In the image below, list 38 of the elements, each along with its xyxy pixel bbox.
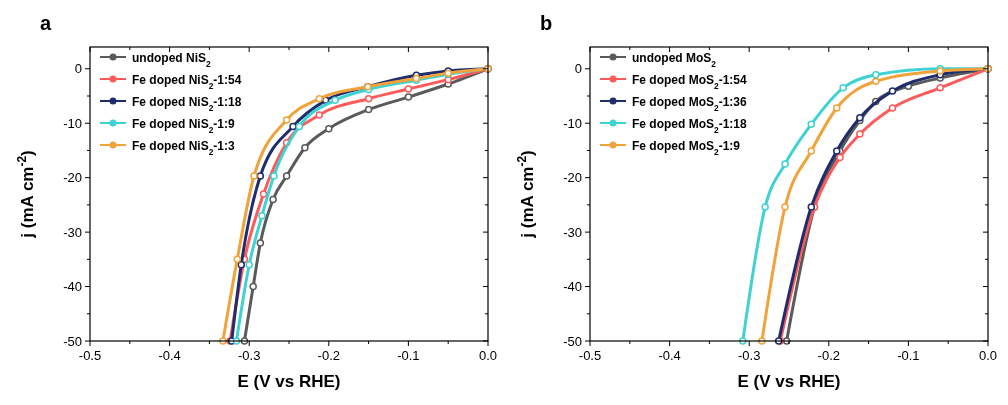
chart-title: b — [540, 12, 553, 34]
legend-label: Fe doped NiS$_{2}$-1:54 — [132, 72, 242, 91]
x-tick-label: -0.5 — [578, 348, 602, 363]
x-tick-label: -0.1 — [397, 348, 420, 363]
y-tick-label: -50 — [63, 333, 82, 349]
x-tick-label: -0.3 — [238, 348, 261, 363]
x-tick-label: 0.0 — [978, 348, 998, 363]
x-tick-label: -0.5 — [78, 348, 102, 363]
legend-label: Fe doped NiS$_{2}$-1:18 — [132, 94, 242, 113]
legend-label: Fe doped MoS$_{2}$-1:9 — [632, 138, 741, 157]
x-tick-label: 0.0 — [478, 348, 498, 363]
y-tick-label: 0 — [74, 61, 82, 77]
x-tick-label: -0.4 — [658, 348, 681, 363]
x-axis-title: E (V vs RHE) — [737, 372, 841, 391]
y-tick-label: -10 — [63, 115, 82, 131]
y-tick-label: -40 — [563, 279, 582, 295]
legend-label: Fe doped MoS$_{2}$-1:36 — [632, 94, 748, 113]
y-tick-label: -30 — [63, 224, 82, 240]
y-tick-label: -20 — [563, 170, 582, 186]
y-tick-label: -40 — [63, 279, 82, 295]
x-axis-title: E (V vs RHE) — [237, 372, 341, 391]
chart-title: a — [40, 12, 52, 34]
legend-label: Fe doped NiS$_{2}$-1:9 — [132, 116, 236, 135]
legend-label: Fe doped MoS$_{2}$-1:18 — [632, 116, 748, 135]
y-tick-label: 0 — [574, 61, 582, 77]
x-tick-label: -0.2 — [817, 348, 840, 363]
legend-label: Fe doped NiS$_{2}$-1:3 — [132, 138, 236, 157]
y-tick-label: -30 — [563, 224, 582, 240]
y-tick-label: -10 — [563, 115, 582, 131]
y-tick-label: -50 — [563, 333, 582, 349]
x-tick-label: -0.4 — [158, 348, 181, 363]
x-tick-label: -0.1 — [897, 348, 920, 363]
legend-label: undoped MoS$_{2}$ — [632, 50, 717, 69]
x-tick-label: -0.2 — [317, 348, 340, 363]
legend-label: Fe doped MoS$_{2}$-1:54 — [632, 72, 748, 91]
legend-label: undoped NiS$_{2}$ — [132, 50, 211, 69]
y-tick-label: -20 — [63, 170, 82, 186]
x-tick-label: -0.3 — [738, 348, 761, 363]
